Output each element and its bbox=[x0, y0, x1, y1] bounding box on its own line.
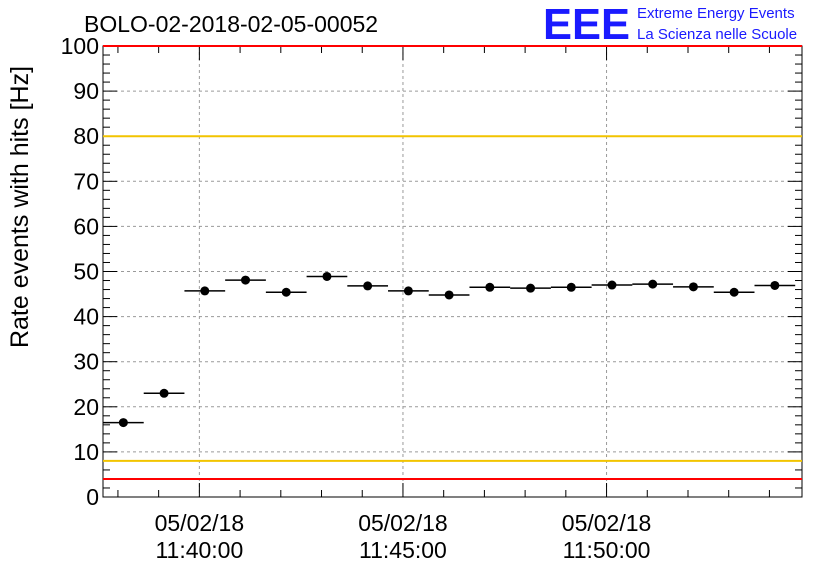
y-tick-label: 50 bbox=[73, 259, 99, 285]
y-tick-label: 30 bbox=[73, 349, 99, 375]
y-tick-label: 20 bbox=[73, 394, 99, 420]
x-tick-label-time: 11:40:00 bbox=[155, 537, 243, 563]
y-tick-label: 10 bbox=[73, 439, 99, 465]
y-tick-label: 40 bbox=[73, 304, 99, 330]
data-point-marker bbox=[200, 286, 210, 296]
x-tick-label-time: 11:50:00 bbox=[563, 537, 651, 563]
data-point-marker bbox=[729, 287, 739, 297]
x-tick-label-time: 11:45:00 bbox=[359, 537, 447, 563]
data-point-marker bbox=[566, 282, 576, 292]
data-point bbox=[265, 287, 307, 297]
data-point-marker bbox=[403, 286, 413, 296]
data-point-marker bbox=[241, 275, 251, 285]
data-point-marker bbox=[485, 282, 495, 292]
x-tick-label-date: 05/02/18 bbox=[358, 510, 448, 536]
data-point bbox=[632, 279, 674, 289]
data-point bbox=[469, 282, 511, 292]
data-points bbox=[103, 271, 796, 428]
y-tick-label: 80 bbox=[73, 123, 99, 149]
data-point-marker bbox=[118, 418, 128, 428]
y-tick-label: 60 bbox=[73, 213, 99, 239]
data-point bbox=[713, 287, 755, 297]
y-tick-labels: 0 10 20 30 40 50 60 70 80 90 100 bbox=[61, 33, 99, 510]
data-point bbox=[103, 418, 144, 428]
data-point-marker bbox=[281, 287, 291, 297]
data-point bbox=[754, 280, 796, 290]
data-point-marker bbox=[526, 283, 536, 293]
x-tick-label-date: 05/02/18 bbox=[155, 510, 245, 536]
data-point bbox=[428, 290, 470, 300]
chart-title: BOLO-02-2018-02-05-00052 bbox=[84, 11, 378, 37]
x-tick-label-date: 05/02/18 bbox=[562, 510, 652, 536]
data-point bbox=[510, 283, 551, 293]
y-tick-label: 0 bbox=[86, 484, 99, 510]
y-tick-label: 100 bbox=[61, 33, 99, 59]
data-point bbox=[388, 286, 429, 296]
data-point bbox=[143, 388, 185, 398]
data-point-marker bbox=[648, 279, 658, 289]
data-point bbox=[347, 281, 389, 291]
data-point-marker bbox=[159, 388, 169, 398]
x-tick-labels: 05/02/1811:40:0005/02/1811:45:0005/02/18… bbox=[155, 510, 652, 563]
data-point-marker bbox=[363, 281, 373, 291]
data-point bbox=[225, 275, 266, 285]
y-axis-label: Rate events with hits [Hz] bbox=[6, 66, 34, 348]
data-point-marker bbox=[770, 280, 780, 290]
data-point bbox=[591, 280, 633, 290]
logo-mark: EEE bbox=[543, 0, 630, 49]
data-point bbox=[184, 286, 226, 296]
y-tick-label: 70 bbox=[73, 168, 99, 194]
data-point bbox=[306, 271, 348, 281]
reference-lines bbox=[103, 45, 802, 480]
data-point-marker bbox=[607, 280, 617, 290]
data-point-marker bbox=[688, 282, 698, 292]
logo-line1: Extreme Energy Events bbox=[637, 5, 795, 22]
eee-logo: EEE Extreme Energy Events La Scienza nel… bbox=[543, 0, 797, 49]
data-point bbox=[550, 282, 592, 292]
data-point-marker bbox=[322, 271, 332, 281]
data-point-marker bbox=[444, 290, 454, 300]
y-tick-label: 90 bbox=[73, 78, 99, 104]
logo-line2: La Scienza nelle Scuole bbox=[637, 26, 797, 43]
data-point bbox=[673, 282, 714, 292]
